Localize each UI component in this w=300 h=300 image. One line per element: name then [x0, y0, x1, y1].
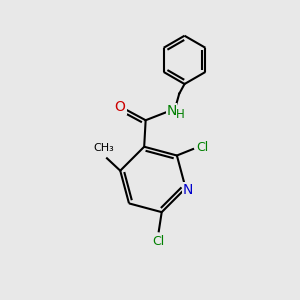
- Text: CH₃: CH₃: [93, 143, 114, 153]
- Text: Cl: Cl: [196, 141, 208, 154]
- Text: O: O: [115, 100, 125, 114]
- Text: N: N: [183, 183, 193, 197]
- Text: H: H: [176, 108, 185, 122]
- Text: N: N: [167, 104, 177, 118]
- Text: Cl: Cl: [153, 235, 165, 248]
